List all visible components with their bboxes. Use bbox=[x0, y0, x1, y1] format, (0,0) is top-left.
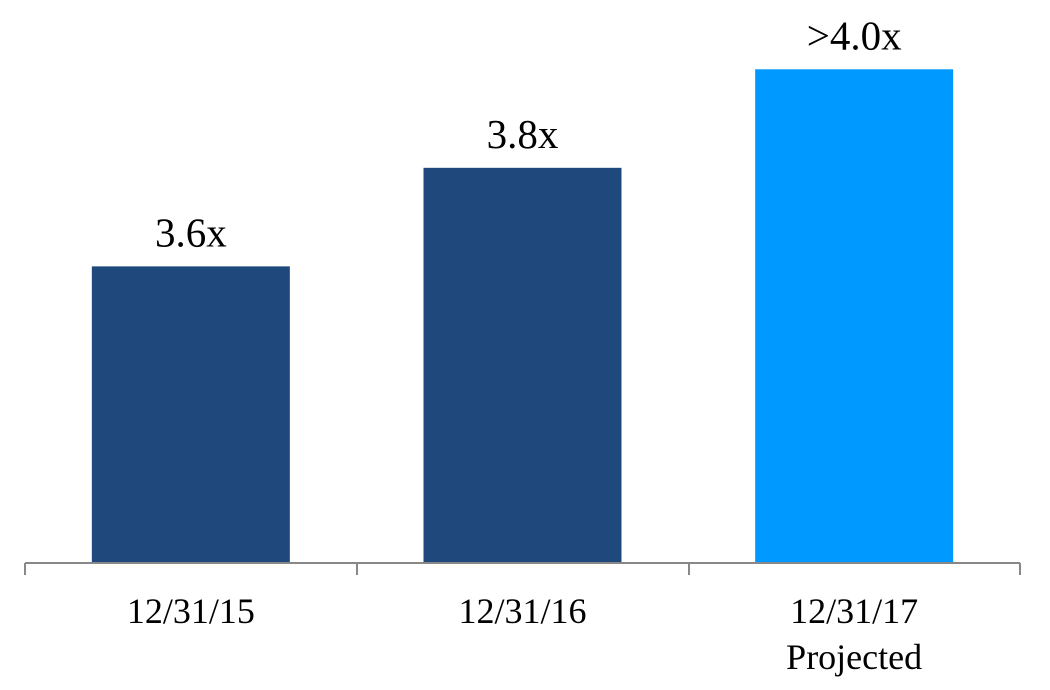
x-tick-label: 12/31/15 bbox=[126, 591, 255, 631]
value-label: 3.8x bbox=[487, 111, 559, 157]
bar bbox=[755, 69, 954, 562]
x-tick-label: 12/31/17 Projected bbox=[786, 591, 923, 677]
value-label: 3.6x bbox=[155, 209, 227, 255]
bar bbox=[423, 167, 622, 562]
bar bbox=[91, 266, 290, 562]
x-tick-label: 12/31/16 bbox=[458, 591, 587, 631]
value-label: >4.0x bbox=[807, 12, 902, 58]
